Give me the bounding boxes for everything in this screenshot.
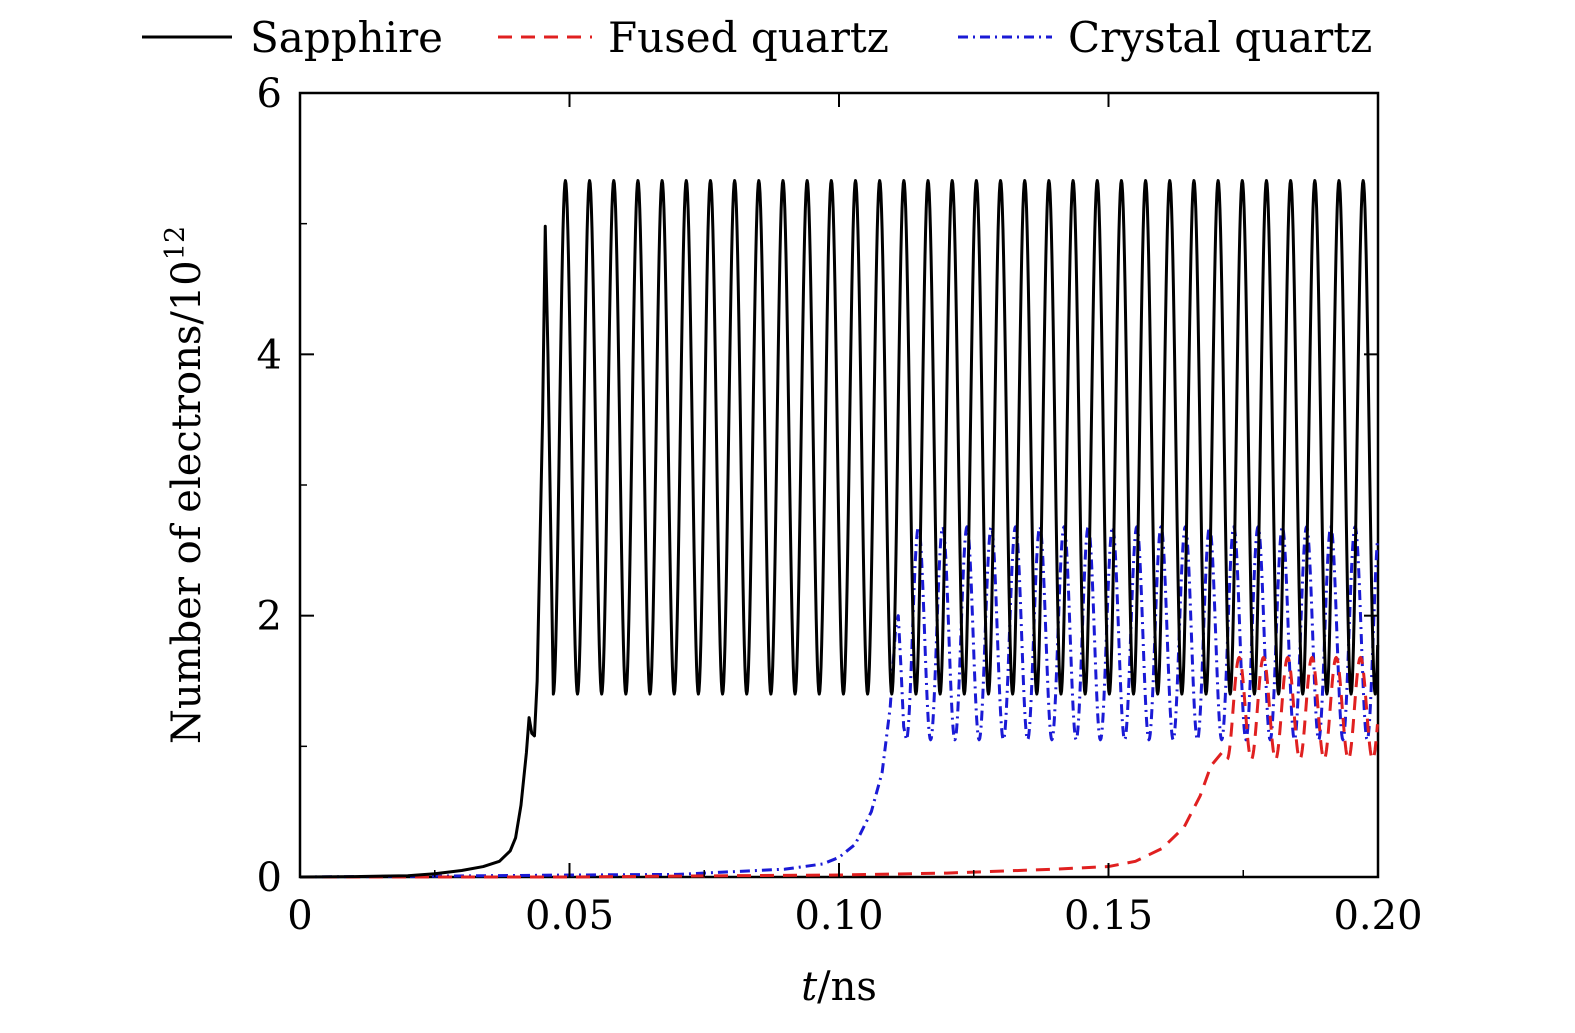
x-tick-label: 0.15 (1064, 893, 1153, 939)
ticks-layer: 0 0.05 0.10 0.15 0.20 0 2 4 6 (257, 71, 1423, 939)
x-tick-label: 0.20 (1333, 893, 1422, 939)
y-tick-label: 4 (257, 332, 282, 378)
y-tick-label: 6 (257, 71, 282, 117)
x-tick-label: 0.05 (525, 893, 614, 939)
series-layer (299, 179, 1380, 879)
series-line-fused-quartz (300, 655, 1379, 879)
x-axis-title: t/ns (801, 964, 877, 1010)
y-axis-label: Number of electrons/10 (164, 260, 210, 744)
y-tick-label: 2 (257, 594, 282, 640)
x-axis-variable: t (801, 964, 818, 1010)
legend-label-fused-quartz: Fused quartz (608, 13, 889, 62)
x-axis-unit: /ns (817, 964, 877, 1010)
series-line-sapphire (299, 179, 1380, 879)
y-axis-title: Number of electrons/1012 (160, 226, 210, 744)
legend: Sapphire Fused quartz Crystal quartz (142, 13, 1372, 62)
legend-label-crystal-quartz: Crystal quartz (1068, 13, 1372, 62)
y-axis-exponent: 12 (160, 226, 191, 260)
legend-label-sapphire: Sapphire (250, 13, 443, 62)
x-tick-label: 0.10 (794, 893, 883, 939)
y-tick-label: 0 (257, 855, 282, 901)
x-tick-label: 0 (287, 893, 312, 939)
